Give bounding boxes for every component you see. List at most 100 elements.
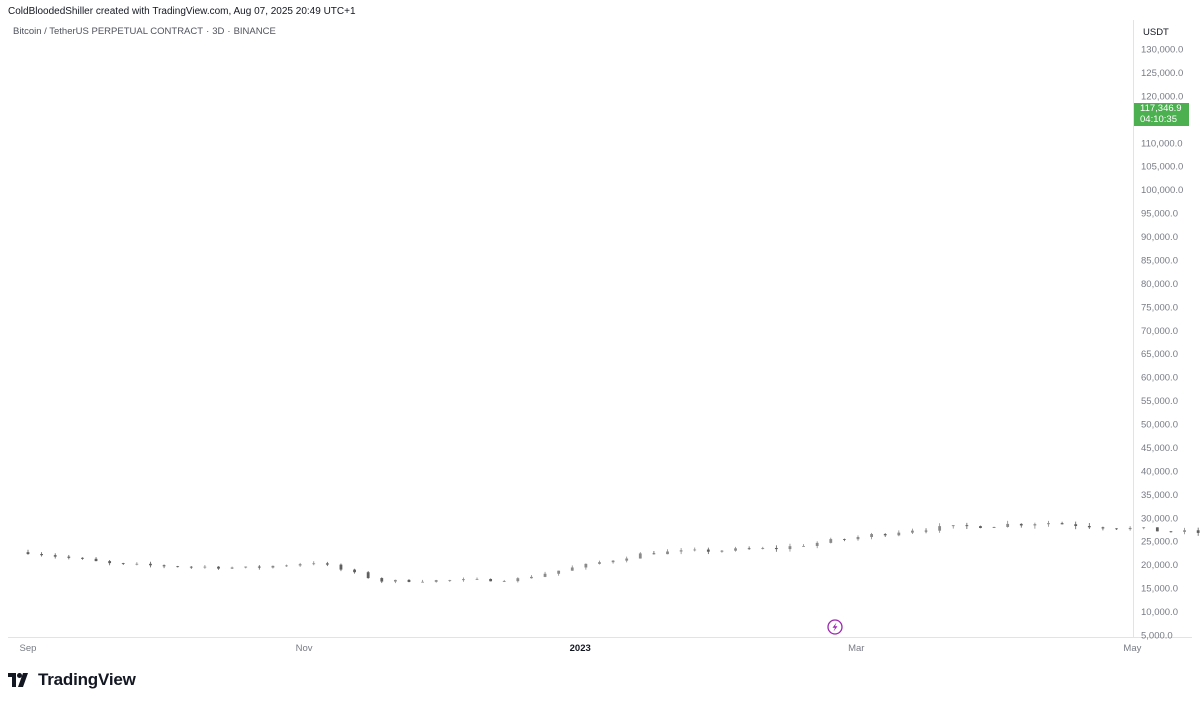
candle-body <box>883 534 887 536</box>
price-tick-label: 85,000.0 <box>1141 255 1178 266</box>
candle-body <box>448 580 452 581</box>
price-tick-label: 15,000.0 <box>1141 584 1178 595</box>
candle-body <box>1169 531 1173 533</box>
candle-body <box>842 539 846 540</box>
price-tick-label: 50,000.0 <box>1141 420 1178 431</box>
price-tick-label: 40,000.0 <box>1141 466 1178 477</box>
candle-body <box>53 555 57 557</box>
price-tick-label: 65,000.0 <box>1141 349 1178 360</box>
tradingview-logo-icon <box>8 673 28 687</box>
candle-body <box>638 553 642 559</box>
candle-body <box>557 570 561 574</box>
candle-body <box>1006 523 1010 527</box>
candle-body <box>706 549 710 552</box>
price-tick-label: 10,000.0 <box>1141 607 1178 618</box>
price-tick-label: 130,000.0 <box>1141 45 1183 56</box>
candle-body <box>1142 527 1146 529</box>
candle-body <box>679 550 683 552</box>
flash-icon[interactable] <box>827 619 843 635</box>
candle-body <box>611 560 615 563</box>
candle-body <box>1047 523 1050 525</box>
candle-body <box>693 549 697 551</box>
candle-body <box>217 566 220 569</box>
candle-body <box>81 557 84 559</box>
candle-body <box>462 579 465 581</box>
candle-body <box>1074 524 1078 526</box>
candle-body <box>965 525 969 527</box>
candle-body <box>788 546 792 550</box>
candle-body <box>774 547 778 550</box>
candle-body <box>516 578 520 582</box>
currency-label: USDT <box>1143 27 1169 38</box>
candle-body <box>1155 527 1159 532</box>
price-tick-label: 110,000.0 <box>1141 138 1183 149</box>
candle-body <box>366 572 370 579</box>
price-tick-label: 55,000.0 <box>1141 396 1178 407</box>
price-tick-label: 125,000.0 <box>1141 68 1183 79</box>
candle-body <box>666 551 669 555</box>
symbol-interval: 3D <box>212 26 225 37</box>
candle-body <box>149 563 152 566</box>
candle-body <box>598 562 601 564</box>
candle-body <box>67 556 71 558</box>
time-tick-label: Sep <box>20 643 37 654</box>
price-tick-label: 25,000.0 <box>1141 537 1178 548</box>
price-tick-label: 20,000.0 <box>1141 560 1178 571</box>
time-tick-label: 2023 <box>570 643 591 654</box>
candle-body <box>176 566 180 568</box>
candle-body <box>257 566 261 568</box>
candle-body <box>856 536 860 540</box>
candle-body <box>951 525 955 527</box>
candle-body <box>1060 523 1064 525</box>
candle-body <box>135 563 139 565</box>
candle-body <box>747 548 751 550</box>
price-tick-label: 100,000.0 <box>1141 185 1183 196</box>
price-tick-label: 90,000.0 <box>1141 232 1178 243</box>
candle-body <box>815 542 819 546</box>
candle-body <box>421 581 424 583</box>
candle-body <box>829 539 833 543</box>
candle-body <box>570 567 574 571</box>
price-tick-label: 80,000.0 <box>1141 279 1178 290</box>
candle-body <box>40 554 44 556</box>
symbol-exchange: BINANCE <box>233 26 276 37</box>
candle-body <box>162 565 166 567</box>
candle-body <box>870 534 874 537</box>
candle-body <box>979 526 982 529</box>
price-tick-label: 45,000.0 <box>1141 443 1178 454</box>
candle-body <box>94 558 98 562</box>
time-tick-label: Mar <box>848 643 864 654</box>
candle-body <box>325 563 329 565</box>
candle-body <box>1101 527 1105 529</box>
candle-body <box>502 581 506 582</box>
candle-body <box>584 563 588 568</box>
price-tick-label: 70,000.0 <box>1141 326 1178 337</box>
candle-body <box>108 561 112 564</box>
candle-body <box>992 526 996 529</box>
candle-body <box>1087 525 1091 528</box>
price-tick-label: 60,000.0 <box>1141 373 1178 384</box>
candle-body <box>924 530 928 532</box>
candle-body <box>339 564 343 570</box>
brand-wordmark: TradingView <box>38 670 136 689</box>
candle-body <box>121 563 125 564</box>
time-tick-label: May <box>1123 643 1141 654</box>
price-tick-label: 30,000.0 <box>1141 513 1178 524</box>
candle-body <box>734 548 737 551</box>
candle-body <box>802 545 805 547</box>
candle-body <box>1115 528 1118 530</box>
price-axis[interactable]: 130,000.0125,000.0120,000.0115,000.0110,… <box>1141 45 1183 642</box>
price-tick-label: 75,000.0 <box>1141 302 1178 313</box>
candle-body <box>530 576 533 579</box>
candle-body <box>1196 530 1200 533</box>
candle-body <box>380 578 384 582</box>
candle-body <box>244 566 248 568</box>
footer-brand[interactable]: TradingView <box>8 669 136 691</box>
price-tick-label: 35,000.0 <box>1141 490 1178 501</box>
symbol-description[interactable]: Bitcoin / TetherUS PERPETUAL CONTRACT · 3D… <box>13 26 276 37</box>
candle-body <box>189 566 193 568</box>
time-axis[interactable]: SepNov2023MarMayJulSepNov2024MarMayJulSe… <box>20 643 1200 654</box>
last-price: 117,346.9 <box>1140 103 1182 114</box>
candle-body <box>897 532 901 536</box>
